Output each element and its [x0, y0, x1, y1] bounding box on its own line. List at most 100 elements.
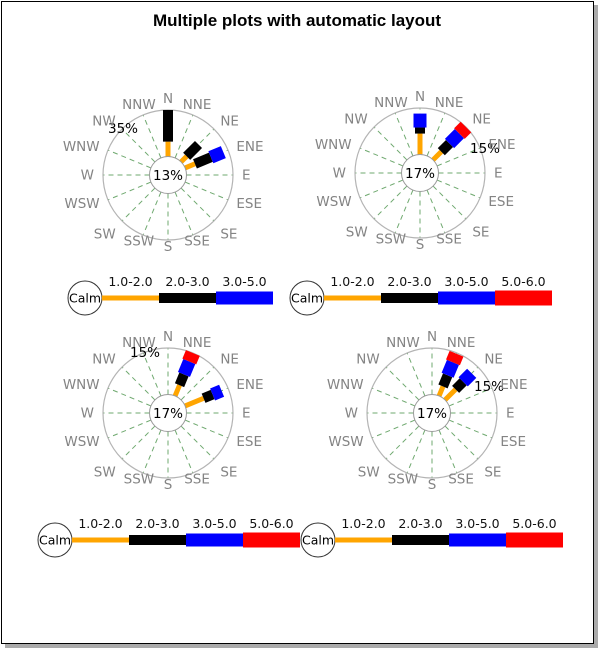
rose-bar-segment-NE-1.0-2.0 [431, 149, 444, 162]
direction-label-NW: NW [92, 351, 115, 367]
spoke-line-NW [121, 366, 156, 401]
direction-label-WNW: WNW [63, 377, 100, 393]
rose-ring-label: 15% [470, 141, 500, 157]
rose-bar-segment-NE-2.0-3.0 [183, 140, 203, 160]
rose-center-label: 17% [417, 406, 447, 422]
legend-bar-segment-5.0-6.0 [243, 532, 300, 548]
spoke-line-ESE [184, 419, 229, 439]
direction-label-SSE: SSE [436, 231, 462, 247]
spoke-line-WSW [359, 179, 404, 199]
legend-bar-segment-1.0-2.0 [324, 295, 381, 301]
rose-bar-segment-NNE-5.0-6.0 [182, 350, 200, 365]
direction-label-SE: SE [472, 224, 489, 240]
legend-bar-segment-3.0-5.0 [216, 291, 273, 305]
direction-label-SSW: SSW [388, 471, 419, 487]
legend-bar-segment-5.0-6.0 [495, 290, 552, 306]
rose-bar-segment-ENE-2.0-3.0 [193, 152, 213, 169]
spoke-line-SE [432, 185, 467, 220]
direction-label-SSW: SSW [124, 233, 155, 249]
legend-bin-label: 2.0-3.0 [398, 516, 442, 531]
rose-bar-segment-NNE-1.0-2.0 [436, 385, 446, 397]
legend-bar-segment-1.0-2.0 [72, 537, 129, 543]
direction-label-S: S [164, 239, 173, 255]
direction-label-NNW: NNW [122, 335, 156, 351]
legend-calm-label: Calm [69, 291, 101, 306]
spoke-line-ENE [436, 147, 481, 167]
legend-bottom-left: Calm 1.0-2.0 2.0-3.0 3.0-5.0 5.0-6.0 [37, 516, 300, 558]
spoke-line-SSE [174, 191, 194, 236]
direction-label-NNW: NNW [374, 95, 408, 111]
spoke-line-NW [373, 126, 408, 161]
legend-bin-label: 3.0-5.0 [455, 516, 499, 531]
windrose-top-right: 17% 15% N NNE NE ENE E ESE SE SSE S SSW SW WSW W WNW NW N… [315, 89, 516, 253]
spoke-line-NNW [406, 352, 426, 397]
direction-label-ESE: ESE [500, 434, 526, 450]
legend-bin-label: 2.0-3.0 [387, 274, 431, 289]
spoke-line-ENE [448, 387, 493, 407]
legend-bin-label: 1.0-2.0 [78, 516, 122, 531]
direction-label-NW: NW [344, 111, 367, 127]
spoke-line-NE [444, 366, 479, 401]
direction-label-SSW: SSW [124, 471, 155, 487]
rose-inner-circle [149, 394, 187, 432]
rose-bar-segment-NNE-3.0-5.0 [177, 359, 196, 377]
spoke-line-SSE [438, 429, 458, 474]
legend-bin-label: 3.0-5.0 [222, 274, 266, 289]
spoke-line-SW [121, 425, 156, 460]
legend-bin-label: 1.0-2.0 [330, 274, 374, 289]
spoke-line-NE [180, 366, 215, 401]
spoke-line-SW [121, 187, 156, 222]
legend-bin-label: 5.0-6.0 [501, 274, 545, 289]
rose-bar-segment-NNE-1.0-2.0 [172, 384, 182, 397]
spoke-line-SE [180, 187, 215, 222]
spoke-line-ESE [184, 181, 229, 201]
direction-label-W: W [345, 406, 358, 422]
direction-label-SE: SE [484, 464, 501, 480]
spoke-line-WNW [359, 147, 404, 167]
legend-bin-label: 5.0-6.0 [249, 516, 293, 531]
direction-label-SW: SW [94, 464, 116, 480]
direction-label-S: S [164, 477, 173, 493]
rose-bar-segment-ENE-3.0-5.0 [210, 384, 225, 401]
rose-bar-segment-NE-3.0-5.0 [444, 129, 464, 149]
direction-label-SSE: SSE [184, 233, 210, 249]
legend-bottom-right: Calm 1.0-2.0 2.0-3.0 3.0-5.0 5.0-6.0 [300, 516, 563, 558]
spoke-line-SW [385, 425, 420, 460]
direction-label-N: N [415, 89, 425, 105]
legend-bin-label: 3.0-5.0 [192, 516, 236, 531]
direction-label-WSW: WSW [316, 194, 351, 210]
direction-label-NE: NE [220, 351, 239, 367]
spoke-line-WSW [107, 419, 152, 439]
spoke-line-NNW [142, 352, 162, 397]
direction-label-E: E [506, 406, 515, 422]
direction-label-ENE: ENE [236, 377, 263, 393]
rose-bar-segment-NE-2.0-3.0 [437, 139, 454, 156]
direction-label-WNW: WNW [327, 377, 364, 393]
direction-label-NNE: NNE [447, 335, 476, 351]
direction-label-WSW: WSW [328, 434, 363, 450]
spoke-line-WNW [371, 387, 416, 407]
direction-label-W: W [333, 166, 346, 182]
rose-center-label: 17% [405, 166, 435, 182]
spoke-line-NNW [142, 114, 162, 159]
legend-bar-segment-3.0-5.0 [186, 533, 243, 547]
direction-label-ESE: ESE [236, 434, 262, 450]
spoke-line-SSE [426, 189, 446, 234]
windrose-top-left: 13% 35% N NNE NE ENE E ESE SE SSE S SSW SW WSW W WNW NW N… [63, 91, 264, 255]
rose-bar-segment-NE-5.0-6.0 [454, 121, 472, 139]
spoke-line-SSW [142, 191, 162, 236]
spoke-line-WNW [107, 387, 152, 407]
legend-bar-segment-2.0-3.0 [129, 535, 186, 545]
rose-ring-label: 35% [108, 121, 138, 137]
spoke-line-WNW [107, 149, 152, 169]
spoke-line-SSW [142, 429, 162, 474]
direction-label-SSW: SSW [376, 231, 407, 247]
direction-label-WSW: WSW [64, 196, 99, 212]
legend-bin-label: 1.0-2.0 [108, 274, 152, 289]
rose-bar-segment-ENE-2.0-3.0 [201, 389, 215, 403]
windrose-bottom-left: 17% 15%N NNE NE ENE E ESE SE SSE S SSW SW WSW W WNW NW N… [63, 329, 264, 493]
legend-top-left: Calm 1.0-2.0 2.0-3.0 3.0-5.0 [67, 274, 273, 316]
direction-label-NNE: NNE [435, 95, 464, 111]
legend-bar-segment-3.0-5.0 [438, 291, 495, 305]
direction-label-S: S [428, 477, 437, 493]
